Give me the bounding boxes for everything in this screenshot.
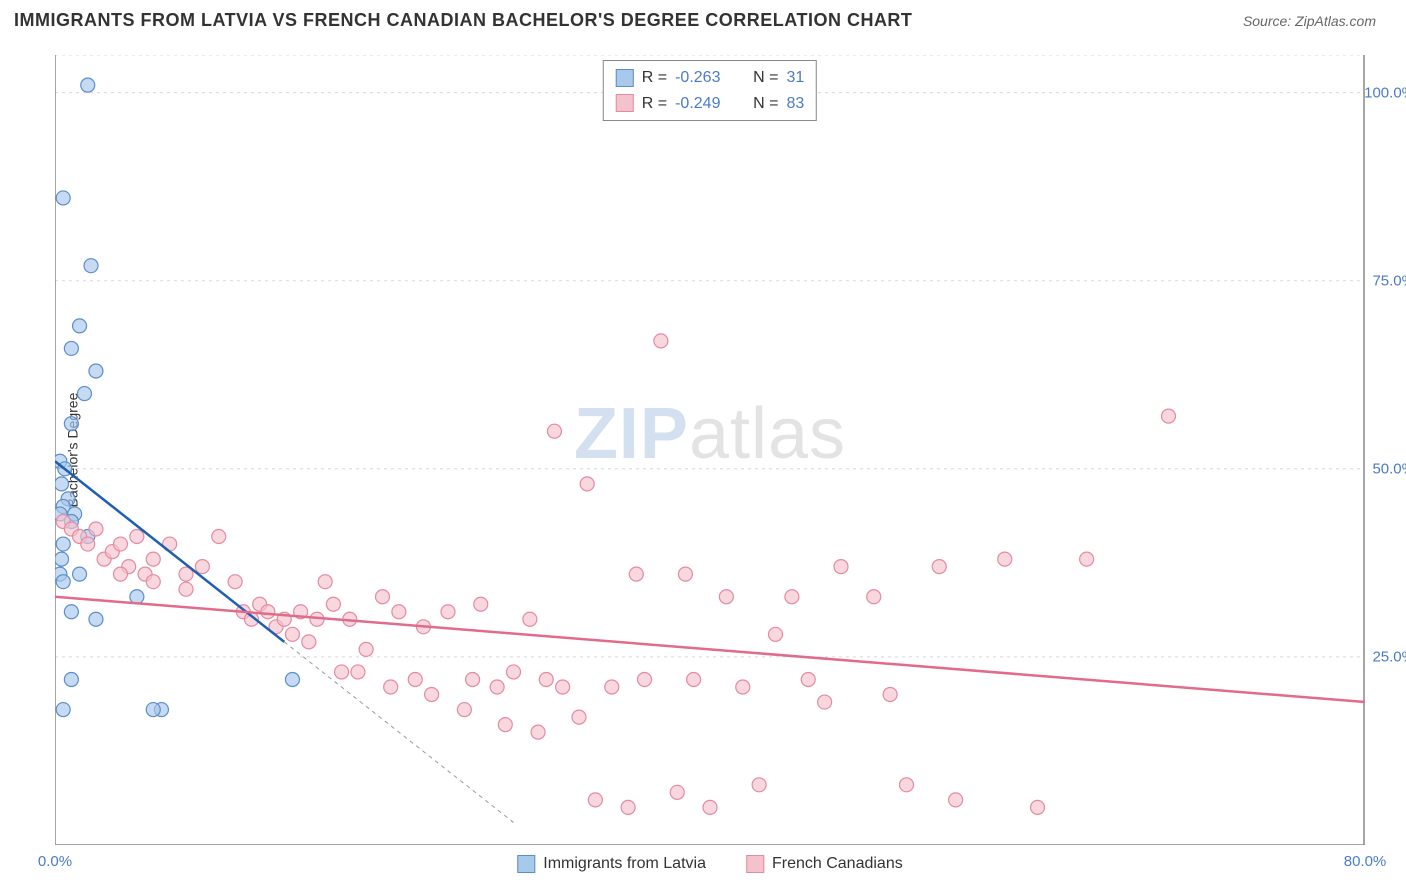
x-tick-label: 0.0% — [38, 853, 72, 870]
y-tick-label: 100.0% — [1364, 84, 1406, 101]
series-legend-item: French Canadians — [746, 855, 903, 873]
x-tick-label: 80.0% — [1344, 853, 1387, 870]
stats-legend-row: R =-0.263N =31 — [616, 65, 804, 91]
legend-swatch — [746, 855, 764, 873]
series-legend-item: Immigrants from Latvia — [517, 855, 706, 873]
source-attribution: Source: ZipAtlas.com — [1243, 13, 1376, 29]
stats-legend: R =-0.263N =31R =-0.249N =83 — [603, 60, 817, 121]
legend-swatch — [616, 69, 634, 87]
y-tick-label: 25.0% — [1372, 648, 1406, 665]
series-legend: Immigrants from Latvia French Canadians — [517, 855, 902, 873]
stats-legend-row: R =-0.249N =83 — [616, 91, 804, 117]
page-title: IMMIGRANTS FROM LATVIA VS FRENCH CANADIA… — [14, 10, 912, 31]
legend-swatch — [517, 855, 535, 873]
y-tick-label: 50.0% — [1372, 460, 1406, 477]
correlation-chart: Bachelor's Degree ZIPatlas R =-0.263N =3… — [55, 55, 1365, 845]
legend-swatch — [616, 94, 634, 112]
y-tick-label: 75.0% — [1372, 272, 1406, 289]
scatter-plot-svg — [55, 55, 1365, 845]
